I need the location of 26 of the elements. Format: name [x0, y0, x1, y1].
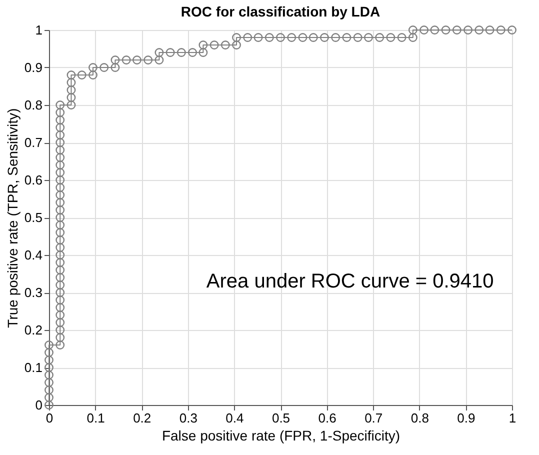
- y-tick-label: 0.7: [24, 135, 42, 150]
- y-tick-label: 0.8: [24, 98, 42, 112]
- x-tick-label: 0.4: [226, 410, 244, 426]
- x-tick-label: 0.5: [272, 410, 290, 426]
- y-tick-label: 0.9: [24, 60, 42, 75]
- x-tick-label: 0.7: [364, 410, 383, 426]
- x-tick-label: 0.9: [457, 410, 476, 426]
- y-tick-label: 0.5: [24, 210, 42, 225]
- y-tick-label: 0.3: [24, 285, 42, 300]
- y-tick-label: 0.4: [24, 248, 42, 262]
- x-tick-label: 0.6: [318, 410, 336, 426]
- y-axis-title: True positive rate (TPR, Sensitivity): [4, 108, 20, 328]
- y-tick-label: 0.1: [24, 360, 42, 375]
- x-tick-label: 0.3: [179, 410, 198, 426]
- y-tick-label: 1: [35, 22, 42, 38]
- annotation: Area under ROC curve = 0.9410: [206, 270, 494, 292]
- y-tick-label: 0.6: [24, 172, 42, 188]
- chart-title: ROC for classification by LDA: [180, 4, 380, 20]
- y-tick-label: 0: [35, 398, 42, 412]
- x-axis-title: False positive rate (FPR, 1-Specificity): [162, 428, 400, 444]
- x-tick-label: 0: [46, 410, 54, 426]
- x-tick-label: 1: [508, 410, 516, 426]
- y-tick-label: 0.2: [24, 322, 42, 338]
- x-tick-label: 0.2: [133, 410, 152, 426]
- x-tick-label: 0.8: [410, 410, 429, 426]
- x-tick-label: 0.1: [86, 410, 105, 426]
